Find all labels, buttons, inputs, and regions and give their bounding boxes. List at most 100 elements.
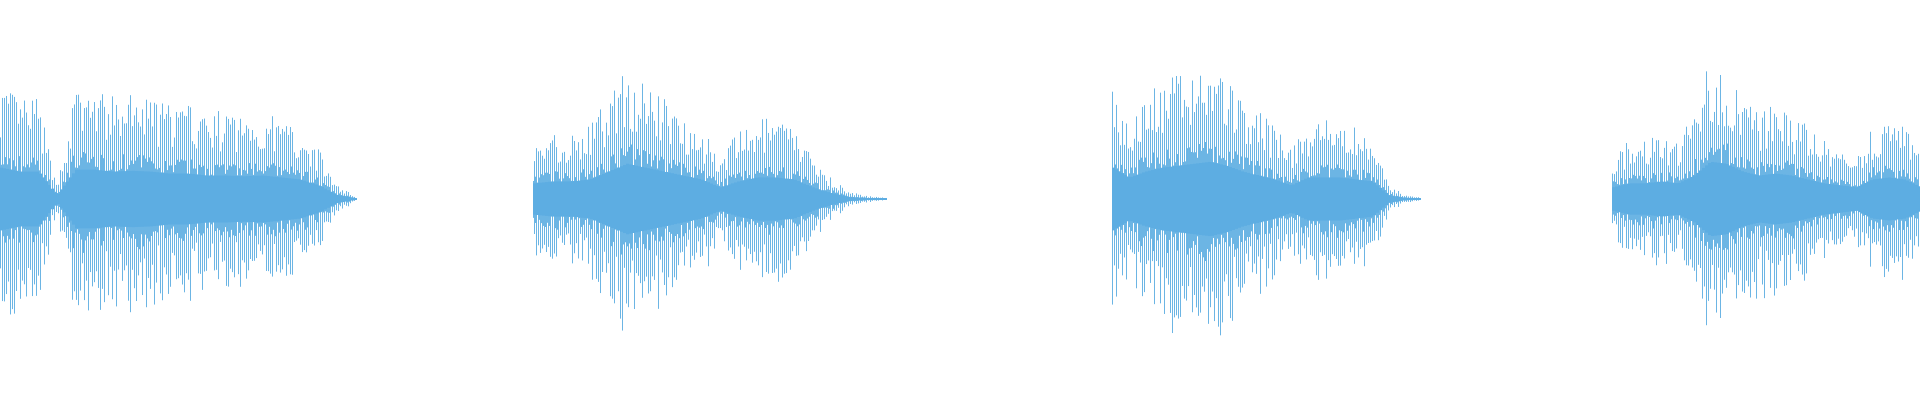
- waveform-core-bar: [1193, 163, 1196, 235]
- waveform-core-bar: [312, 183, 315, 215]
- waveform-core-bar: [1891, 177, 1894, 221]
- waveform-core-bar: [1373, 182, 1376, 216]
- waveform-core-bar: [1241, 171, 1244, 227]
- waveform-core-bar: [1166, 166, 1169, 232]
- waveform-core-bar: [1783, 174, 1786, 224]
- waveform-core-bar: [297, 179, 300, 219]
- waveform-core-bar: [1208, 161, 1211, 237]
- waveform-core-bar: [51, 188, 54, 210]
- waveform-core-bar: [114, 171, 117, 227]
- waveform-core-bar: [674, 173, 677, 225]
- waveform-core-bar: [1717, 162, 1720, 236]
- waveform-core-bar: [539, 182, 542, 216]
- waveform-core-bar: [554, 181, 557, 217]
- waveform-core-bar: [1403, 197, 1406, 201]
- waveform-core-bar: [33, 171, 36, 227]
- waveform-core-bar: [1262, 176, 1265, 222]
- waveform-core-bar: [1223, 165, 1226, 233]
- waveform-core-bar: [168, 173, 171, 225]
- waveform-core-bar: [686, 176, 689, 222]
- waveform-core-bar: [45, 181, 48, 217]
- waveform-core-bar: [584, 179, 587, 219]
- waveform-core-bar: [1693, 175, 1696, 223]
- waveform-core-bar: [57, 193, 60, 205]
- waveform-core-bar: [1349, 178, 1352, 220]
- waveform-core-bar: [1175, 165, 1178, 233]
- waveform-core-bar: [210, 175, 213, 223]
- waveform-core-bar: [1795, 176, 1798, 222]
- waveform-core-bar: [1199, 163, 1202, 235]
- waveform-core-bar: [698, 178, 701, 220]
- waveform-core-bar: [1115, 169, 1118, 229]
- waveform-core-bar: [333, 193, 336, 205]
- waveform-core-bar: [1867, 181, 1870, 217]
- waveform-core-bar: [147, 171, 150, 227]
- waveform-core-bar: [575, 180, 578, 218]
- waveform-core-bar: [662, 171, 665, 227]
- waveform-core-bar: [1328, 177, 1331, 221]
- waveform-core-bar: [593, 177, 596, 221]
- waveform-core-bar: [0, 167, 3, 231]
- waveform-core-bar: [1864, 182, 1867, 216]
- waveform-core-bar: [1786, 174, 1789, 224]
- waveform-core-bar: [1274, 179, 1277, 219]
- waveform-core-bar: [596, 176, 599, 222]
- waveform-core-bar: [156, 172, 159, 226]
- waveform-core-bar: [345, 196, 348, 202]
- waveform-core-bar: [1873, 179, 1876, 219]
- waveform-core-bar: [1202, 162, 1205, 236]
- waveform-core-bar: [1654, 182, 1657, 216]
- waveform-core-bar: [1834, 184, 1837, 214]
- waveform-core-bar: [569, 181, 572, 217]
- waveform-core-bar: [12, 170, 15, 228]
- waveform-core-bar: [1762, 174, 1765, 224]
- waveform-core-bar: [1648, 182, 1651, 216]
- waveform-core-bar: [87, 169, 90, 229]
- waveform-core-bar: [1172, 166, 1175, 232]
- waveform-core-bar: [626, 163, 629, 235]
- waveform-core-bar: [1310, 177, 1313, 221]
- waveform-core-bar: [1870, 180, 1873, 218]
- waveform-core-bar: [1184, 164, 1187, 234]
- waveform-core-bar: [228, 175, 231, 223]
- waveform-core-bar: [222, 175, 225, 223]
- waveform-core-bar: [1858, 185, 1861, 213]
- waveform-core-bar: [1828, 183, 1831, 215]
- waveform-core-bar: [632, 165, 635, 233]
- waveform-core-bar: [315, 184, 318, 214]
- waveform-core-bar: [755, 177, 758, 221]
- waveform-core-bar: [1708, 162, 1711, 236]
- waveform-core-bar: [1846, 186, 1849, 212]
- waveform-core-bar: [132, 170, 135, 228]
- waveform-clip-3: [1112, 75, 1421, 336]
- waveform-core-bar: [288, 178, 291, 220]
- waveform-core-bar: [602, 173, 605, 225]
- waveform-core-bar: [1813, 180, 1816, 218]
- waveform-core-bar: [548, 181, 551, 217]
- waveform-core-bar: [117, 171, 120, 227]
- waveform-core-bar: [758, 177, 761, 221]
- waveform-core-bar: [824, 191, 827, 207]
- waveform-core-bar: [294, 178, 297, 220]
- waveform-core-bar: [803, 183, 806, 215]
- waveform-core-bar: [1394, 196, 1397, 202]
- waveform-core-bar: [1307, 177, 1310, 221]
- waveform-core-bar: [78, 169, 81, 229]
- waveform-core-bar: [1618, 185, 1621, 213]
- waveform-core-bar: [1657, 181, 1660, 217]
- waveform-core-bar: [863, 197, 866, 201]
- waveform-core-bar: [183, 173, 186, 225]
- waveform-core-bar: [15, 170, 18, 228]
- waveform-core-bar: [1283, 182, 1286, 216]
- waveform-core-bar: [1720, 163, 1723, 235]
- waveform-core-bar: [3, 168, 6, 230]
- waveform-core-bar: [707, 182, 710, 216]
- waveform-core-bar: [348, 197, 351, 201]
- waveform-core-bar: [1915, 184, 1918, 214]
- waveform-core-bar: [1244, 172, 1247, 226]
- waveform-core-bar: [66, 181, 69, 217]
- waveform-core-bar: [1160, 167, 1163, 231]
- waveform-core-bar: [551, 181, 554, 217]
- waveform-core-bar: [1355, 179, 1358, 219]
